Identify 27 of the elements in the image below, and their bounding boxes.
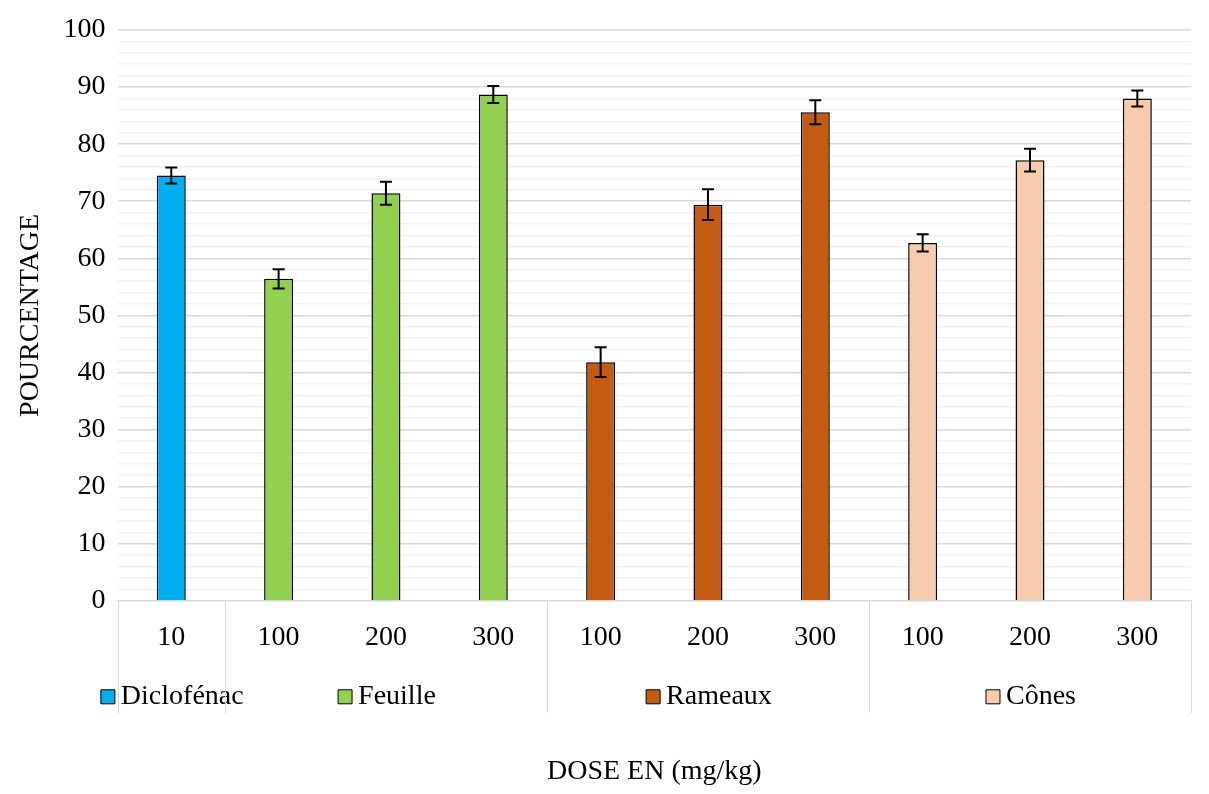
x-tick-label: 200: [364, 619, 407, 651]
legend-label: Feuille: [358, 679, 436, 711]
x-tick-label: 10: [157, 619, 186, 651]
x-tick-label: 300: [1116, 619, 1159, 651]
y-tick-label: 10: [77, 526, 106, 558]
x-tick-label: 300: [472, 619, 515, 651]
y-tick-label: 60: [77, 240, 106, 272]
x-axis-title: DOSE EN (mg/kg): [546, 753, 762, 785]
x-tick-label: 100: [901, 619, 944, 651]
y-tick-label: 50: [77, 297, 106, 329]
x-tick-label: 200: [686, 619, 729, 651]
y-tick-label: 70: [77, 183, 106, 215]
y-tick-label: 100: [63, 12, 106, 44]
x-tick-label: 100: [579, 619, 622, 651]
y-tick-label: 90: [77, 69, 106, 101]
y-tick-label: 80: [77, 126, 106, 158]
x-tick-label: 300: [794, 619, 837, 651]
y-tick-label: 30: [77, 411, 106, 443]
legend-label: Rameaux: [666, 679, 772, 711]
legend-label: Cônes: [1005, 679, 1076, 711]
legend-label: Diclofénac: [120, 679, 244, 711]
x-tick-label: 100: [257, 619, 300, 651]
y-tick-label: 40: [77, 354, 106, 386]
x-tick-label: 200: [1008, 619, 1051, 651]
y-tick-label: 0: [91, 583, 106, 615]
y-tick-label: 20: [77, 469, 106, 500]
y-axis-title: POURCENTAGE: [13, 213, 45, 417]
